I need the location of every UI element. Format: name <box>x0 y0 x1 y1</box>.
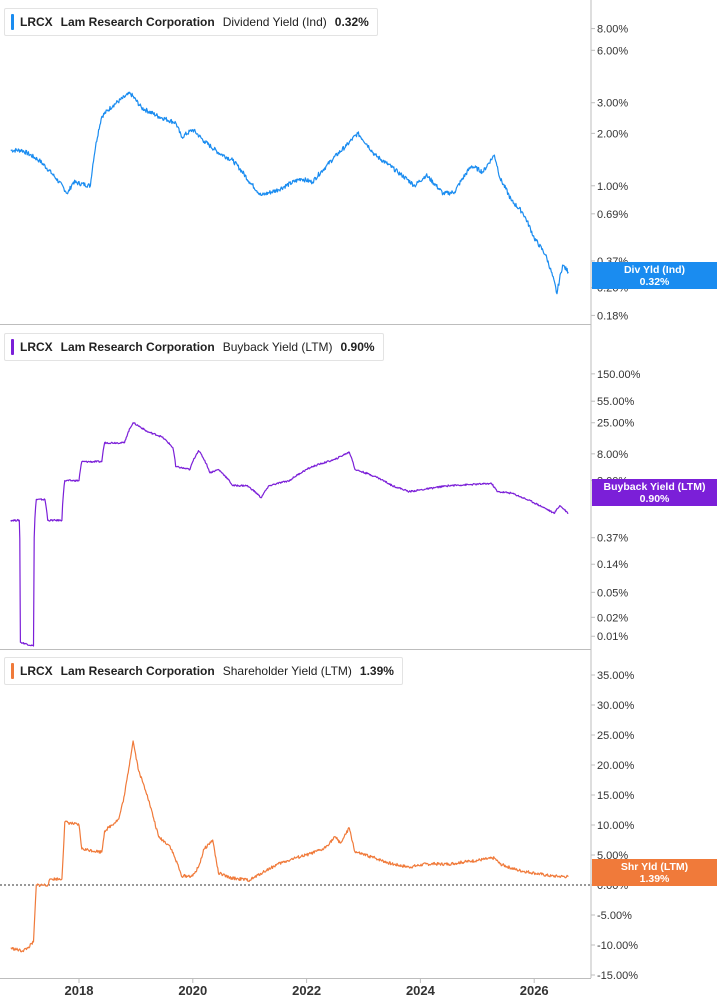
y-tick-label: 0.14% <box>597 559 628 571</box>
y-tick-label: 30.00% <box>597 700 635 712</box>
series-line <box>10 422 569 647</box>
legend-swatch-buyback <box>11 339 14 355</box>
y-tick-label: 15.00% <box>597 790 635 802</box>
legend-value: 1.39% <box>359 664 394 678</box>
legend-swatch-shareholder <box>11 663 14 679</box>
tag-value: 1.39% <box>639 872 670 885</box>
y-tick-label: 8.00% <box>597 449 628 461</box>
legend-ticker: LRCX <box>20 664 53 678</box>
y-tick-label: 8.00% <box>597 24 628 36</box>
legend-company: Lam Research Corporation <box>60 340 215 354</box>
series-line <box>10 740 569 953</box>
y-tick-label: -15.00% <box>597 970 638 982</box>
x-tick-label: 2026 <box>520 983 549 998</box>
last-value-tag-shareholder: Shr Yld (LTM) 1.39% <box>592 859 717 886</box>
legend-company: Lam Research Corporation <box>60 664 215 678</box>
y-tick-label: 10.00% <box>597 820 635 832</box>
y-tick-label: 25.00% <box>597 418 635 430</box>
y-tick-label: 2.00% <box>597 128 628 140</box>
y-tick-label: 0.69% <box>597 209 628 221</box>
y-tick-label: 0.02% <box>597 612 628 624</box>
x-tick-label: 2024 <box>406 983 436 998</box>
y-tick-label: 6.00% <box>597 45 628 57</box>
x-tick-label: 2022 <box>292 983 321 998</box>
legend-swatch-dividend <box>11 14 14 30</box>
legend-value: 0.32% <box>334 15 369 29</box>
y-tick-label: 20.00% <box>597 760 635 772</box>
tag-label: Div Yld (Ind) <box>623 263 686 276</box>
tag-value: 0.90% <box>639 492 670 505</box>
y-tick-label: 35.00% <box>597 670 635 682</box>
legend-metric: Buyback Yield (LTM) <box>222 340 333 354</box>
legend-value: 0.90% <box>340 340 375 354</box>
y-tick-label: 25.00% <box>597 730 635 742</box>
y-tick-label: -10.00% <box>597 940 638 952</box>
legend-shareholder-yield[interactable]: LRCX Lam Research Corporation Shareholde… <box>4 657 403 685</box>
legend-company: Lam Research Corporation <box>60 15 215 29</box>
legend-ticker: LRCX <box>20 15 53 29</box>
y-tick-label: 1.00% <box>597 181 628 193</box>
tag-label: Buyback Yield (LTM) <box>603 480 706 493</box>
legend-metric: Dividend Yield (Ind) <box>222 15 327 29</box>
y-tick-label: 0.05% <box>597 587 628 599</box>
x-tick-label: 2020 <box>178 983 207 998</box>
last-value-tag-dividend: Div Yld (Ind) 0.32% <box>592 262 717 289</box>
legend-buyback-yield[interactable]: LRCX Lam Research Corporation Buyback Yi… <box>4 333 384 361</box>
y-tick-label: 0.18% <box>597 310 628 322</box>
legend-metric: Shareholder Yield (LTM) <box>222 664 352 678</box>
y-tick-label: 0.01% <box>597 631 628 643</box>
y-tick-label: 3.00% <box>597 98 628 110</box>
y-tick-label: 55.00% <box>597 396 635 408</box>
tag-label: Shr Yld (LTM) <box>620 860 689 873</box>
legend-ticker: LRCX <box>20 340 53 354</box>
y-tick-label: 150.00% <box>597 369 641 381</box>
tag-value: 0.32% <box>639 275 670 288</box>
x-tick-label: 2018 <box>65 983 94 998</box>
series-line <box>10 91 569 295</box>
last-value-tag-buyback: Buyback Yield (LTM) 0.90% <box>592 479 717 506</box>
y-tick-label: -5.00% <box>597 910 632 922</box>
legend-dividend-yield[interactable]: LRCX Lam Research Corporation Dividend Y… <box>4 8 378 36</box>
y-tick-label: 0.37% <box>597 533 628 545</box>
